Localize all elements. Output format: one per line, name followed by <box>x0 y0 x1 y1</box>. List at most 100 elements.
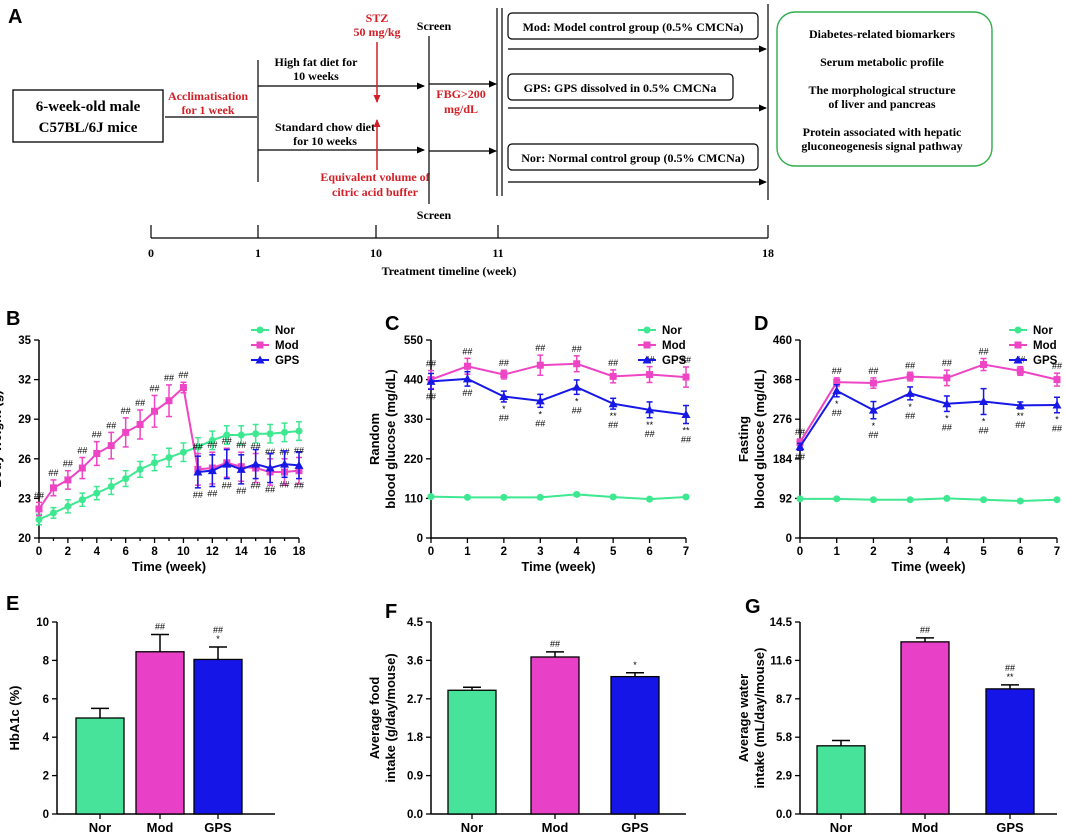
y-tick-label-B-23: 23 <box>18 493 31 505</box>
annotation-C-gps-6-1: ## <box>645 429 655 439</box>
group-gps-label: GPS: GPS dissolved in 0.5% CMCNa <box>524 81 717 95</box>
annotation-B-mod-5-0: ## <box>106 420 116 430</box>
annotation-B-gps-18-0: ## <box>294 481 304 491</box>
legend-marker-B-nor <box>256 326 264 334</box>
annotation-B-gps-11-0: ## <box>193 490 203 500</box>
group-nor-box <box>507 143 759 171</box>
data-point-C-gps-2 <box>499 392 509 401</box>
bar-G-nor <box>816 745 866 815</box>
y-tick-label-D-276: 276 <box>773 414 792 426</box>
annotation-B-gps-16-0: ## <box>265 485 275 495</box>
y-tick-label-G-8.7: 8.7 <box>776 694 792 706</box>
data-point-C-mod-6 <box>646 371 654 379</box>
annotation-B-gps-14-0: ## <box>236 486 246 496</box>
series-line-D-mod <box>799 363 1058 443</box>
x-tick-label-B-8: 8 <box>151 546 158 558</box>
annotation-C-gps-7-1: ## <box>681 435 691 445</box>
legend-marker-C-nor <box>643 326 651 334</box>
stz-line2: 50 mg/kg <box>353 25 400 39</box>
x-axis-title-B: Time (week) <box>132 559 206 574</box>
y-tick-label-C-220: 220 <box>404 454 423 466</box>
bar-F-gps <box>610 675 660 815</box>
annotation-C-gps-4-1: ## <box>572 405 582 415</box>
y-tick-label-G-5.8: 5.8 <box>776 732 793 744</box>
chow-line1: Standard chow diet <box>275 120 375 134</box>
data-point-B-mod-7 <box>136 420 144 428</box>
annotation-E-gps-0: ## <box>213 625 223 635</box>
data-point-B-gps-13 <box>222 459 232 468</box>
y-tick-label-F-0.0: 0.0 <box>407 809 423 821</box>
chart-panel-d: 0 92 184 276 368 460 0 1 2 3 4 5 6 7 Time (week) Fastin… <box>736 325 1062 574</box>
x-tick-label-F-nor: Nor <box>461 820 483 834</box>
outcomes-box <box>776 11 993 167</box>
annotation-D-mod-5-0: ## <box>979 347 989 357</box>
data-point-B-mod-6 <box>122 428 130 436</box>
annotation-B-mod-9-0: ## <box>164 373 174 383</box>
annotation-C-mod-4-0: ## <box>572 344 582 354</box>
annotation-B-mod-11-0: ## <box>193 442 203 452</box>
y-axis-title-B: Body weight (g) <box>0 390 4 488</box>
y-tick-label-D-184: 184 <box>773 454 793 466</box>
series-line-D-nor <box>800 497 1058 502</box>
annotation-C-gps-3-1: ## <box>535 418 545 428</box>
legend-marker-B-mod <box>256 341 264 349</box>
chart-panel-f: 0.0 0.9 1.8 2.7 3.6 4.5 Average food intake (g/… <box>367 617 686 834</box>
y-axis-title-line2-F: intake (g/day/mouse) <box>383 653 398 782</box>
y-tick-label-B-35: 35 <box>18 335 31 347</box>
data-point-C-nor-4 <box>573 490 581 498</box>
data-point-B-nor-5 <box>107 483 115 491</box>
annotation-D-gps-1-0: * <box>835 399 839 409</box>
annotation-F-gps-0: * <box>633 660 637 670</box>
x-tick-label-B-16: 16 <box>264 546 277 558</box>
data-point-B-nor-0 <box>35 516 43 524</box>
bar-F-mod <box>530 656 580 815</box>
panel-letter-e: E <box>6 593 19 615</box>
data-point-D-mod-5 <box>980 361 988 369</box>
x-tick-label-B-10: 10 <box>177 546 190 558</box>
series-D-gps: ##*##*##*## *##*##**##*## <box>795 384 1062 462</box>
x-tick-label-B-4: 4 <box>94 546 101 558</box>
y-tick-label-B-20: 20 <box>18 533 31 545</box>
annotation-C-gps-2-1: ## <box>499 413 509 423</box>
data-point-D-nor-2 <box>869 496 877 504</box>
annotation-B-mod-2-0: ## <box>63 459 73 469</box>
data-point-B-nor-17 <box>281 428 289 436</box>
mice-label-line1: 6-week-old male <box>36 99 141 115</box>
data-point-C-mod-5 <box>609 372 617 380</box>
data-point-C-gps-1 <box>462 374 472 383</box>
legend-label-D-gps: GPS <box>1033 355 1058 367</box>
data-point-D-mod-3 <box>906 373 914 381</box>
data-point-C-gps-7 <box>681 410 691 419</box>
annotation-D-gps-0-0: ## <box>795 452 805 462</box>
data-point-C-nor-7 <box>682 493 690 501</box>
data-point-C-mod-3 <box>536 361 544 369</box>
series-C-mod: ################ <box>426 343 691 390</box>
data-point-B-mod-2 <box>64 476 72 484</box>
annotation-B-mod-6-0: ## <box>121 406 131 416</box>
y-tick-label-E-8: 8 <box>43 655 50 667</box>
fbg-line2: mg/dL <box>444 102 478 116</box>
annotation-D-gps-2-1: ## <box>868 430 878 440</box>
annotation-D-gps-5-0: * <box>982 416 986 426</box>
annotation-D-mod-4-0: ## <box>942 358 952 368</box>
citric-line2: citric acid buffer <box>332 185 419 199</box>
data-point-D-mod-1 <box>833 378 841 386</box>
acclimatisation-line1: Acclimatisation <box>168 89 248 103</box>
mice-box <box>12 89 164 143</box>
x-tick-label-B-12: 12 <box>206 546 219 558</box>
annotation-C-mod-0-0: ## <box>426 359 436 369</box>
y-tick-label-D-0: 0 <box>786 533 792 545</box>
annotation-C-mod-7-0: ## <box>681 355 691 365</box>
data-point-D-nor-0 <box>796 495 804 503</box>
data-point-B-mod-0 <box>35 505 43 513</box>
y-axis-title-line2-G: intake (mL/day/mouse) <box>752 648 767 789</box>
bar-E-gps <box>193 658 243 815</box>
hfd-line1: High fat diet for <box>275 55 359 69</box>
data-point-B-mod-4 <box>93 450 101 458</box>
y-tick-label-E-10: 10 <box>36 617 49 629</box>
annotation-B-mod-3-0: ## <box>77 445 87 455</box>
data-point-B-nor-6 <box>122 475 130 483</box>
data-point-C-gps-4 <box>572 382 582 391</box>
annotation-G-mod-0: ## <box>920 625 930 635</box>
annotation-D-mod-2-0: ## <box>868 366 878 376</box>
